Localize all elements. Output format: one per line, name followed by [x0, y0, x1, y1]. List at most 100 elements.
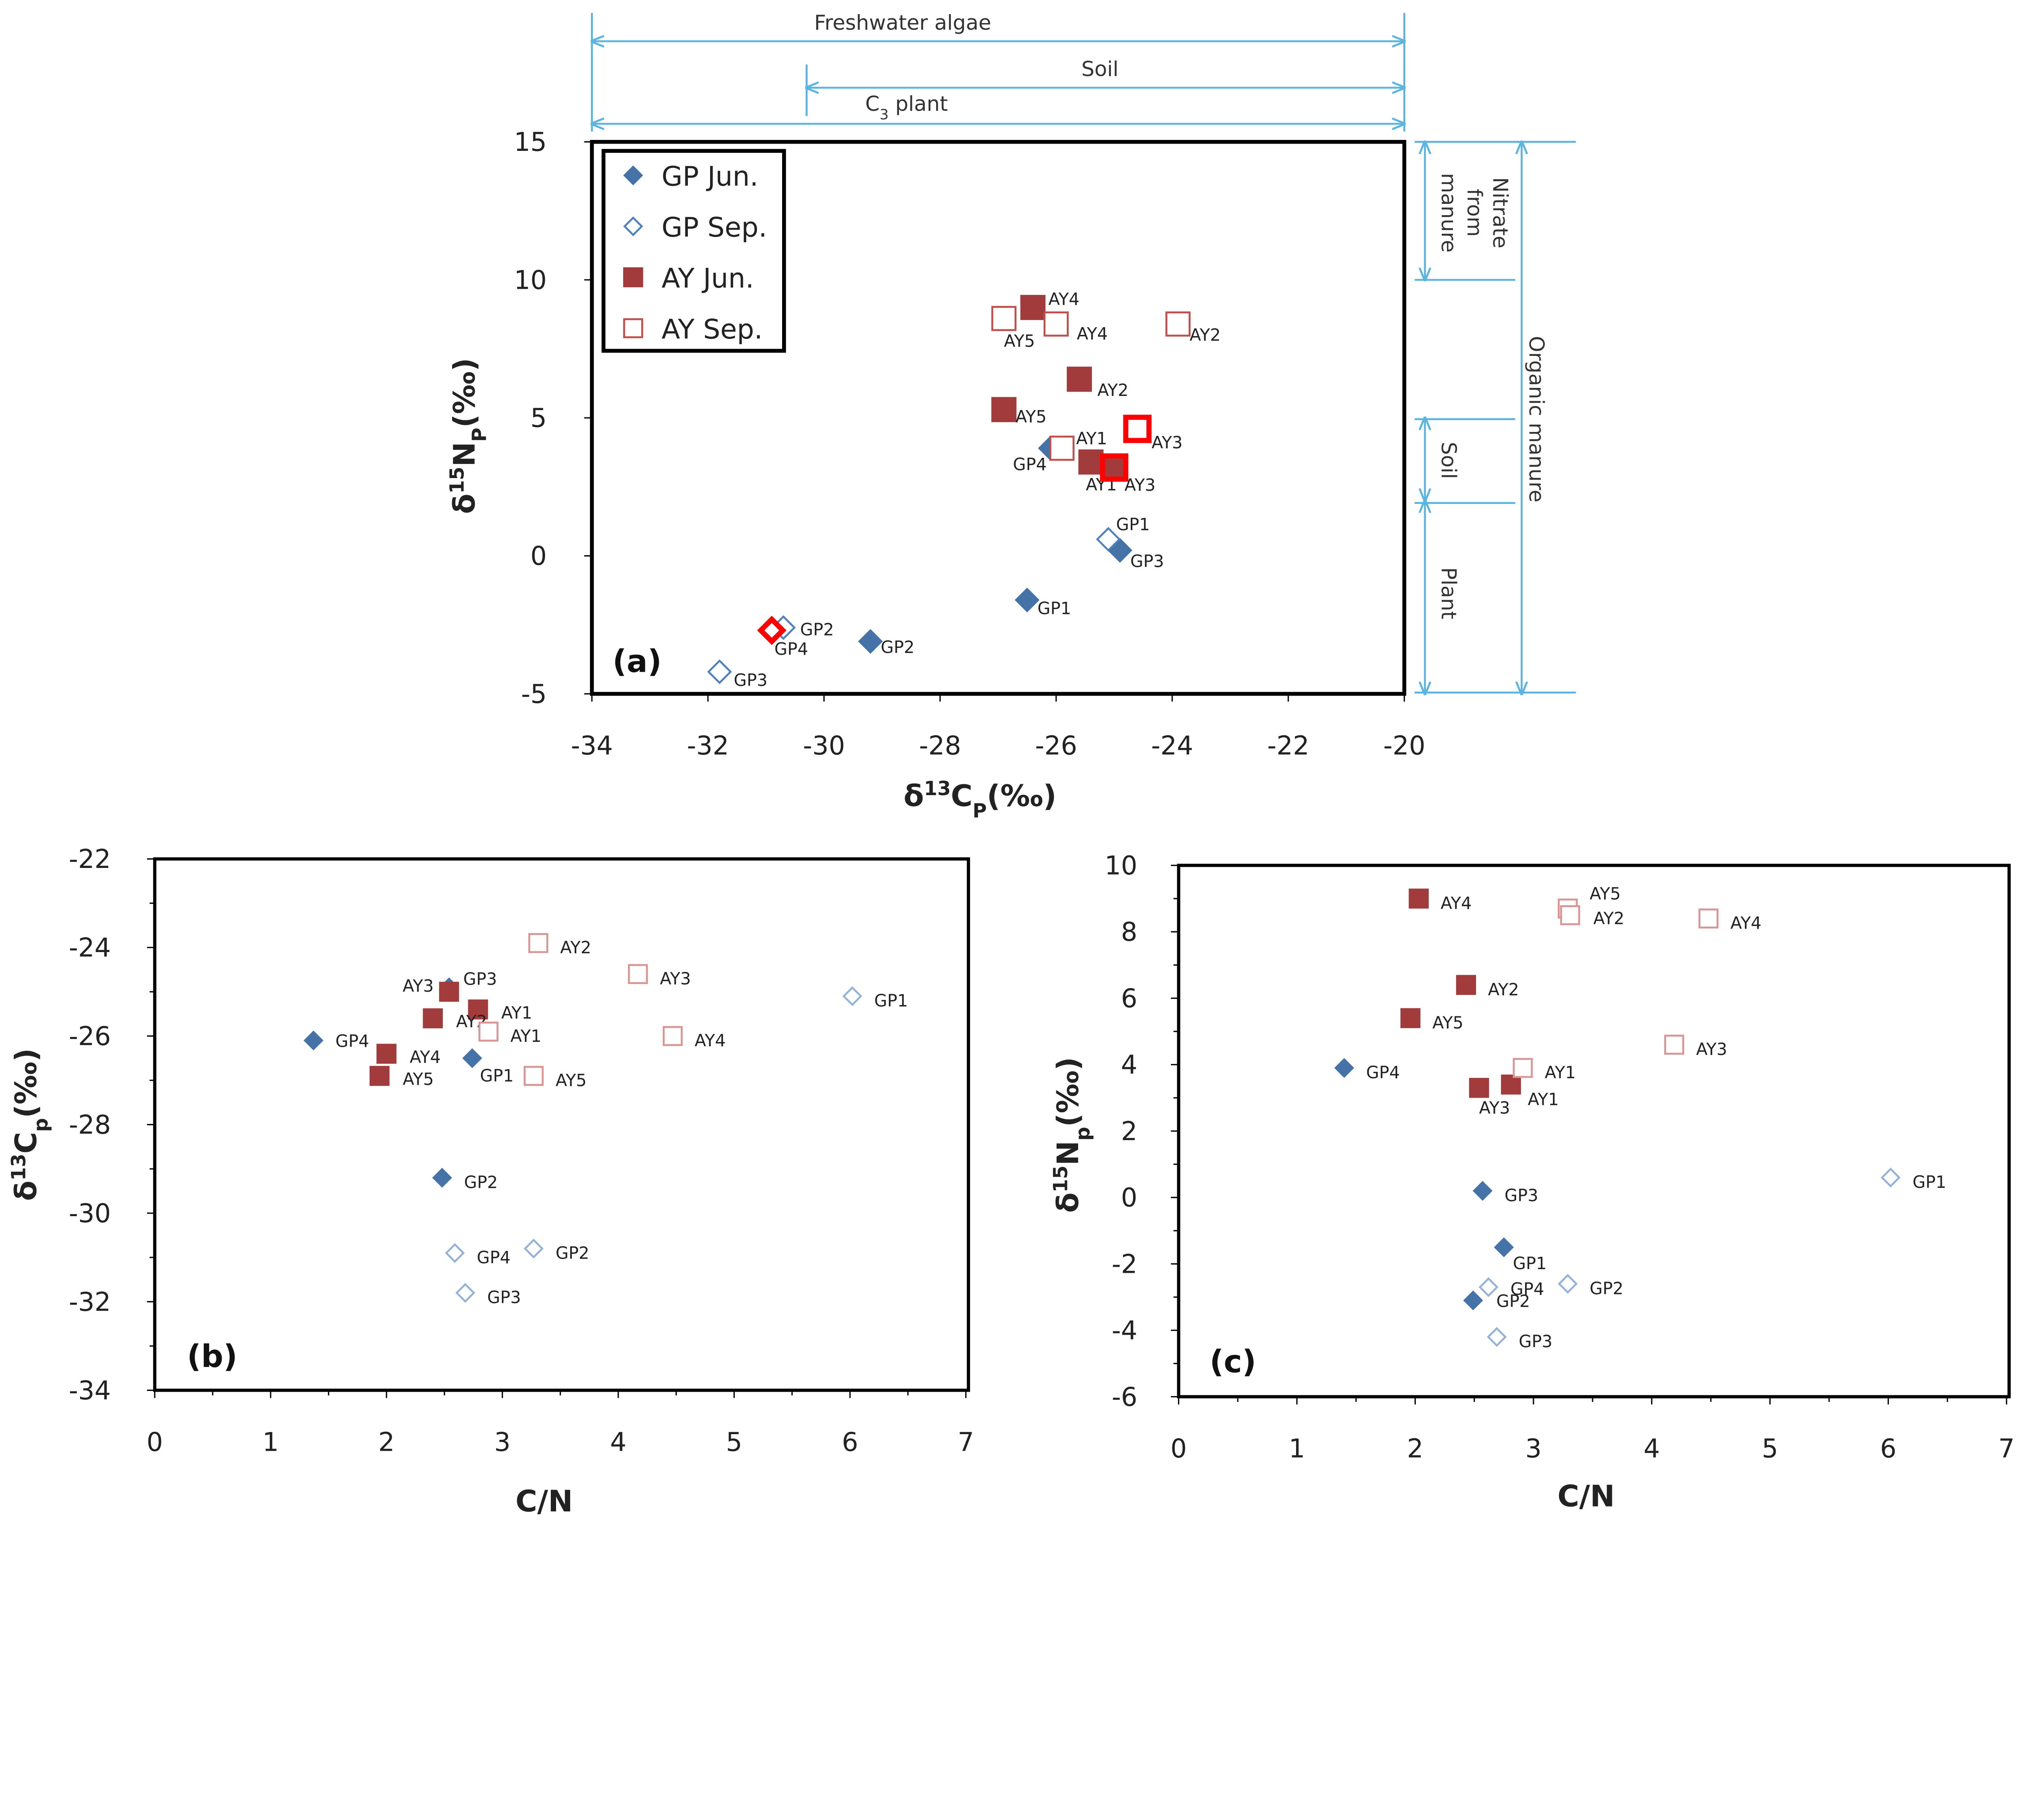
data-point [991, 306, 1017, 331]
data-label: GP4 [335, 1032, 369, 1051]
data-label: GP1 [480, 1066, 514, 1086]
data-label: AY1 [1528, 1090, 1559, 1109]
data-point [1400, 1008, 1421, 1029]
series-ay-sep-: AY5 AY2 AY4 AY3 AY1 [1512, 884, 1762, 1082]
x-tick-label: -26 [1035, 731, 1077, 761]
data-label: AY1 [1076, 429, 1107, 449]
series-gp-jun-: GP4 GP3 GP1 GP2 [1334, 1058, 1547, 1311]
axis-title-base: N [1051, 1141, 1085, 1165]
y-tick-label: -32 [69, 1287, 111, 1317]
data-point [303, 1031, 324, 1051]
axis-title-base: C [951, 779, 973, 813]
x-axis-title: δ13CP(‰) [903, 777, 1056, 822]
data-point [1015, 587, 1040, 613]
axis-title-base: C/N [516, 1484, 573, 1519]
y-tick-label: 0 [530, 542, 547, 571]
data-label: AY5 [1015, 407, 1047, 427]
data-label: AY3 [1696, 1040, 1727, 1059]
x-tick-label: 4 [1643, 1434, 1660, 1464]
x-tick-label: 6 [842, 1427, 859, 1457]
y-axis-title: δ15Np(‰) [1049, 1057, 1094, 1213]
data-label: AY3 [1125, 475, 1156, 495]
data-point [1463, 1290, 1483, 1310]
y-tick-label: 5 [530, 403, 547, 433]
data-label: AY5 [556, 1071, 587, 1090]
data-label: GP2 [1496, 1291, 1530, 1311]
x-tick-label: 2 [378, 1427, 395, 1457]
data-point [1078, 449, 1104, 475]
data-point [478, 1021, 499, 1042]
y-tick-label: 8 [1121, 917, 1138, 947]
x-tick-label: -20 [1383, 731, 1425, 761]
data-label: AY4 [1077, 324, 1108, 343]
range-label-text: plant [888, 92, 948, 116]
data-label: GP4 [774, 639, 808, 659]
plot-frame [1177, 863, 2011, 1399]
series-ay-sep-: AY5 AY4 AY2 AY3 AY1 [991, 306, 1221, 461]
range-label-sub: 3 [880, 106, 888, 123]
y-tick-label: 6 [1121, 984, 1138, 1014]
data-point [455, 1283, 476, 1303]
data-label: AY4 [1730, 914, 1762, 933]
axis-title-pre: δ [903, 779, 924, 813]
y-tick-label: 0 [1121, 1183, 1138, 1213]
x-tick-label: 2 [1407, 1434, 1423, 1464]
x-tick-label: 4 [610, 1427, 627, 1457]
axis-title-sub: p [1072, 1127, 1094, 1141]
data-point [991, 397, 1017, 422]
data-point [1123, 415, 1152, 443]
series-gp-sep-: GP1 GP2 GP3 GP4 [707, 515, 1150, 690]
y-tick-label: -26 [69, 1022, 111, 1052]
legend-label: AY Sep. [662, 313, 763, 345]
data-label: AY5 [1004, 332, 1035, 351]
data-label: AY5 [1432, 1013, 1464, 1033]
range-label-text: Freshwater algae [814, 11, 991, 35]
range-annotations: Freshwater algae Soil C3 plant Nitratefromm… [592, 11, 1576, 694]
chart-a: -34 -32 -30 -28 -26 -24 -22 -20-5051015δ13CP(‰)… [446, 127, 1426, 822]
data-point [1165, 311, 1191, 337]
data-label: GP3 [734, 671, 767, 690]
legend: GP Jun. GP Sep. AY Jun. AY Sep. [601, 149, 786, 353]
data-point [757, 616, 787, 645]
x-tick-label: -32 [687, 731, 729, 761]
data-label: GP2 [556, 1244, 589, 1263]
charts: -34 -32 -30 -28 -26 -24 -22 -20-5051015δ13CP(‰)… [8, 127, 2015, 1519]
data-point [462, 1048, 482, 1068]
data-point [1478, 1277, 1499, 1297]
x-axis-title: C/N [1557, 1479, 1615, 1513]
data-point [842, 986, 863, 1006]
data-label: GP2 [800, 620, 834, 639]
y-tick-label: 10 [1104, 851, 1137, 881]
legend-label: GP Sep. [662, 212, 767, 243]
data-label: AY3 [660, 969, 691, 988]
axis-title-sup: 15 [1049, 1166, 1072, 1193]
axis-title-sup: 13 [8, 1153, 30, 1181]
data-point [1456, 975, 1476, 995]
data-point [468, 999, 488, 1020]
data-label: GP4 [1510, 1280, 1544, 1299]
series-ay-jun-: AY4 AY2 AY5 AY1 AY3 [991, 290, 1156, 495]
data-label: AY2 [1190, 326, 1221, 345]
data-label: GP1 [1513, 1254, 1546, 1273]
data-label: AY4 [1048, 290, 1079, 309]
x-tick-label: -30 [803, 731, 845, 761]
data-label: GP4 [1013, 455, 1047, 474]
data-point [1096, 527, 1121, 552]
data-point [662, 1026, 683, 1046]
x-tick-label: -22 [1267, 731, 1309, 761]
legend-label: GP Jun. [662, 161, 758, 192]
data-point [1487, 1327, 1507, 1347]
data-point [628, 964, 648, 984]
data-label: GP3 [1519, 1332, 1552, 1351]
data-point [1409, 889, 1429, 909]
axis-title-base: C [9, 1132, 43, 1154]
x-axis-title: C/N [516, 1484, 573, 1519]
x-tick-label: 6 [1880, 1434, 1897, 1464]
range-label: Freshwater algae [814, 11, 991, 35]
data-point [524, 1238, 544, 1259]
axis-title-post: (‰) [447, 358, 482, 428]
range-label: manure [1436, 173, 1460, 253]
y-tick-label: -30 [69, 1199, 111, 1229]
legend-label: AY Jun. [662, 262, 754, 294]
